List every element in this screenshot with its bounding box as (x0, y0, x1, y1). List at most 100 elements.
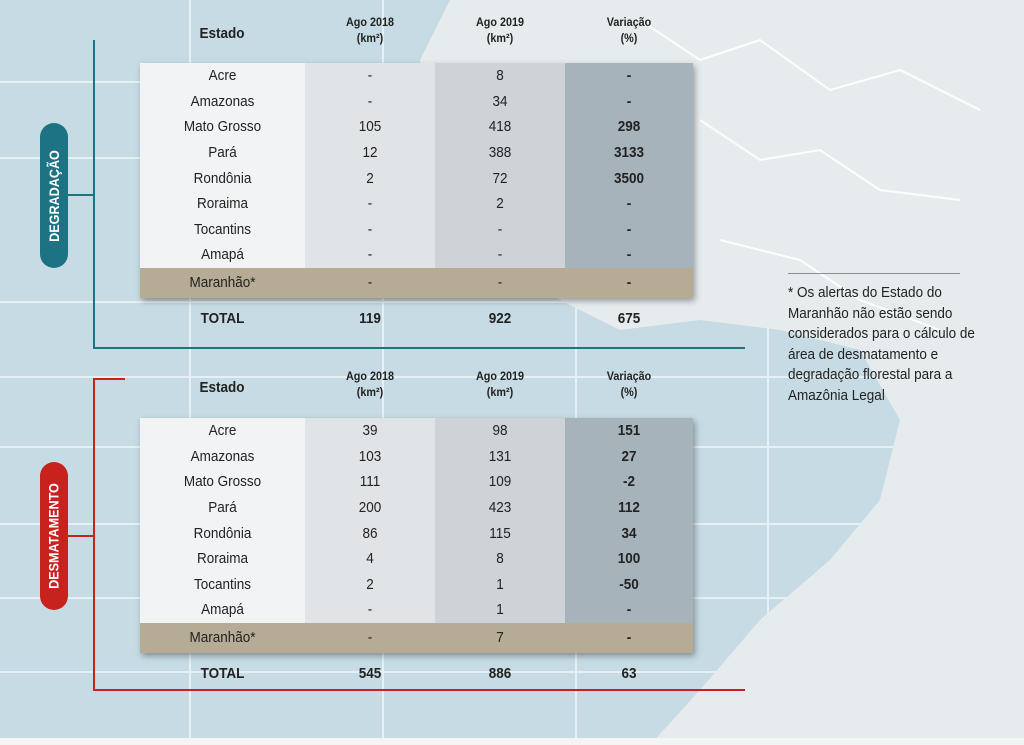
cell-state: Maranhão* (189, 629, 256, 647)
total-label: TOTAL (200, 310, 245, 327)
desmatamento-label: DESMATAMENTO (40, 462, 68, 610)
cell-y2019: 8 (496, 67, 504, 85)
table-row: Pará 12 388 3133 (140, 140, 693, 166)
table-row: Mato Grosso 111 109 -2 (140, 469, 693, 495)
header-text: Ago 2019 (475, 369, 525, 383)
table-row: Rondônia 2 72 3500 (140, 165, 693, 191)
cell-y2018: - (367, 274, 373, 292)
cell-y2019: 131 (488, 447, 512, 465)
header-text: Ago 2018 (345, 15, 395, 29)
header-text: (km²) (356, 31, 384, 45)
total-2019: 886 (488, 665, 512, 682)
cell-y2019: 418 (488, 118, 512, 136)
footnote: * Os alertas do Estado do Maranhão não e… (788, 284, 975, 404)
table-row: Amazonas 103 131 27 (140, 444, 693, 470)
cell-y2018: - (367, 195, 373, 213)
header-ago-2018: Ago 2018 (km²) (316, 14, 424, 46)
cell-state: Rondônia (193, 524, 252, 542)
header-ago-2019: Ago 2019 (km²) (446, 368, 554, 400)
table-row: Amazonas - 34 - (140, 89, 693, 115)
cell-state: Maranhão* (189, 274, 256, 292)
cell-y2019: 72 (492, 169, 508, 187)
table-row: Acre - 8 - (140, 63, 693, 89)
table-row: Roraima 4 8 100 (140, 546, 693, 572)
desmatamento-total-row: TOTAL 545 886 63 (140, 665, 693, 682)
degradacao-total-row: TOTAL 119 922 675 (140, 310, 693, 327)
cell-state: Amapá (201, 246, 244, 264)
cell-y2018: 105 (358, 118, 382, 136)
cell-y2019: 2 (496, 195, 504, 213)
cell-variation: 3133 (613, 144, 645, 162)
cell-y2019: 1 (496, 575, 504, 593)
header-text: (km²) (486, 31, 514, 45)
cell-variation: 3500 (613, 169, 645, 187)
cell-state: Rondônia (193, 169, 252, 187)
header-variacao: Variação (%) (575, 368, 683, 400)
cell-variation: - (626, 274, 632, 292)
total-variation: 675 (617, 310, 641, 327)
header-text: (km²) (356, 385, 384, 399)
degradacao-bracket (93, 40, 95, 349)
desmatamento-connector (68, 535, 94, 537)
desmatamento-table: Acre 39 98 151 Amazonas 103 131 27 Mato Grosso 11… (140, 418, 693, 653)
desmatamento-label-text: DESMATAMENTO (46, 483, 63, 589)
cell-variation: - (626, 629, 632, 647)
cell-y2018: 200 (358, 499, 382, 517)
header-text: Estado (199, 25, 245, 42)
cell-state: Tocantins (193, 220, 252, 238)
cell-state: Amapá (201, 601, 244, 619)
cell-y2019: - (497, 274, 503, 292)
cell-y2019: 7 (496, 629, 504, 647)
degradacao-bracket-bottom (93, 347, 745, 349)
cell-y2018: 12 (362, 144, 378, 162)
cell-variation: - (626, 92, 632, 110)
header-ago-2019: Ago 2019 (km²) (446, 14, 554, 46)
header-estado: Estado (168, 26, 276, 42)
total-2019: 922 (488, 310, 512, 327)
cell-y2019: - (497, 220, 503, 238)
cell-state: Tocantins (193, 575, 252, 593)
degradacao-connector (68, 194, 94, 196)
cell-y2018: - (367, 601, 373, 619)
table-row: Roraima - 2 - (140, 191, 693, 217)
desmatamento-bracket-bottom (93, 689, 745, 691)
table-row: Tocantins 2 1 -50 (140, 572, 693, 598)
cell-state: Acre (208, 67, 237, 85)
cell-variation: - (626, 601, 632, 619)
table-row: Acre 39 98 151 (140, 418, 693, 444)
cell-y2018: 2 (366, 169, 374, 187)
table-row: Amapá - - - (140, 242, 693, 268)
cell-variation: -2 (622, 473, 636, 491)
header-text: (%) (620, 31, 638, 45)
desmatamento-bracket (93, 378, 95, 691)
header-variacao: Variação (%) (575, 14, 683, 46)
total-label: TOTAL (200, 665, 245, 682)
cell-variation: 112 (618, 499, 640, 517)
cell-y2019: 109 (488, 473, 512, 491)
cell-y2018: - (367, 246, 373, 264)
cell-y2018: 86 (362, 524, 378, 542)
cell-y2018: - (367, 92, 373, 110)
cell-state: Amazonas (190, 92, 255, 110)
header-text: (%) (620, 385, 638, 399)
cell-variation: - (626, 195, 632, 213)
cell-variation: 100 (617, 550, 641, 568)
header-text: Variação (606, 15, 652, 29)
cell-variation: 298 (617, 118, 641, 136)
cell-y2018: - (367, 220, 373, 238)
cell-y2019: 423 (488, 499, 512, 517)
cell-y2019: 115 (489, 524, 511, 542)
cell-variation: - (626, 67, 632, 85)
table-row: Maranhão* - 7 - (140, 622, 693, 653)
degradacao-label: DEGRADAÇÃO (40, 123, 68, 268)
cell-y2019: 8 (496, 550, 504, 568)
cell-y2018: 4 (366, 550, 374, 568)
degradacao-label-text: DEGRADAÇÃO (46, 149, 63, 242)
table-row: Pará 200 423 112 (140, 495, 693, 521)
table-row: Tocantins - - - (140, 217, 693, 243)
cell-state: Pará (208, 144, 237, 162)
table-row: Rondônia 86 115 34 (140, 520, 693, 546)
header-text: Variação (606, 369, 652, 383)
cell-y2018: 103 (358, 447, 382, 465)
cell-state: Roraima (196, 195, 249, 213)
